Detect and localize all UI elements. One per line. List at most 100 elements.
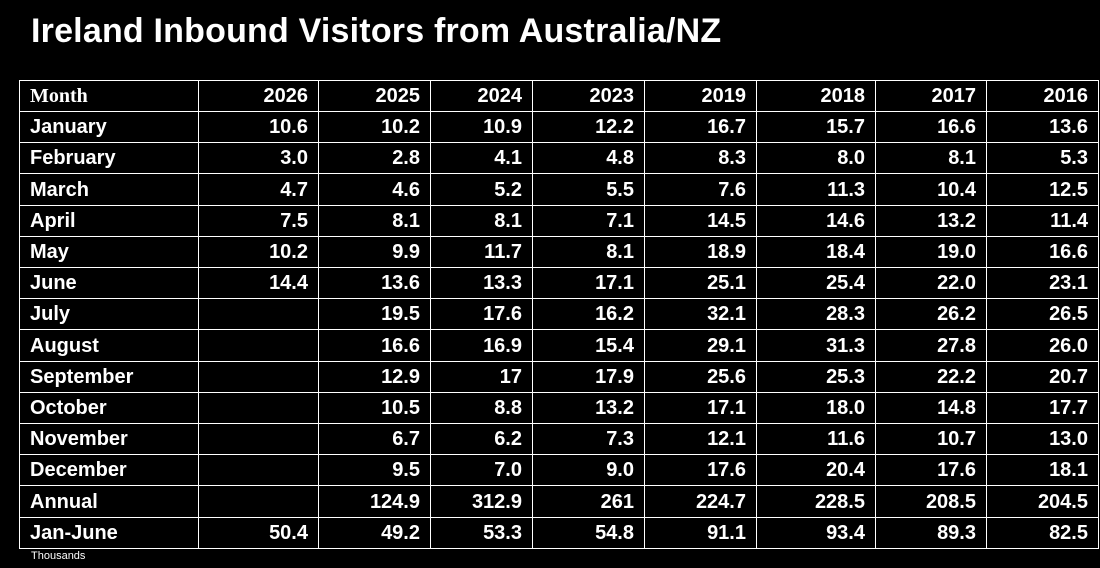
table-cell: 93.4 xyxy=(756,516,876,550)
table-cell: 7.3 xyxy=(532,423,645,456)
table-cell: 11.6 xyxy=(756,423,876,456)
table-cell: 29.1 xyxy=(644,329,757,362)
column-header-2023: 2023 xyxy=(532,80,645,112)
table-row: April 7.5 8.1 8.1 7.1 14.5 14.6 13.2 11.4 xyxy=(19,204,1099,237)
table-cell: 16.2 xyxy=(532,298,645,331)
row-label: October xyxy=(19,391,199,425)
table-cell: 17 xyxy=(430,360,533,393)
table-cell: 17.6 xyxy=(644,454,757,487)
table-cell: 25.6 xyxy=(644,360,757,393)
table-row: September 12.9 17 17.9 25.6 25.3 22.2 20.7 xyxy=(19,360,1099,393)
table-cell: 82.5 xyxy=(986,516,1099,550)
table-cell: 16.6 xyxy=(986,235,1099,269)
table-cell: 17.9 xyxy=(532,360,645,393)
column-header-2024: 2024 xyxy=(430,80,533,112)
table-cell xyxy=(198,360,319,393)
table-cell: 11.7 xyxy=(430,235,533,269)
table-cell xyxy=(198,485,319,518)
table-row: January 10.6 10.2 10.9 12.2 16.7 15.7 16.6 13.6 xyxy=(19,110,1099,144)
table-cell: 13.2 xyxy=(532,391,645,425)
table-cell: 27.8 xyxy=(875,329,987,362)
table-cell: 8.8 xyxy=(430,391,533,425)
column-header-2018: 2018 xyxy=(756,80,876,112)
column-header-2025: 2025 xyxy=(318,80,431,112)
table-cell: 2.8 xyxy=(318,142,431,175)
table-cell: 5.2 xyxy=(430,173,533,206)
table-cell: 16.9 xyxy=(430,329,533,362)
table-cell: 26.5 xyxy=(986,298,1099,331)
column-header-2026: 2026 xyxy=(198,80,319,112)
table-row: May 10.2 9.9 11.7 8.1 18.9 18.4 19.0 16.6 xyxy=(19,235,1099,269)
row-label: February xyxy=(19,142,199,175)
table-cell: 22.2 xyxy=(875,360,987,393)
table-cell: 16.7 xyxy=(644,110,757,144)
table-cell: 10.2 xyxy=(318,110,431,144)
table-cell: 4.6 xyxy=(318,173,431,206)
table-cell: 28.3 xyxy=(756,298,876,331)
visitors-table: Month 2026 2025 2024 2023 2019 2018 2017 2016 Ja… xyxy=(19,80,1099,550)
table-cell: 16.6 xyxy=(875,110,987,144)
table-cell: 49.2 xyxy=(318,516,431,550)
header-row: Month 2026 2025 2024 2023 2019 2018 2017 2016 xyxy=(19,80,1099,112)
table-cell: 312.9 xyxy=(430,485,533,518)
table-cell: 17.1 xyxy=(644,391,757,425)
table-cell: 23.1 xyxy=(986,267,1099,300)
table-cell: 13.3 xyxy=(430,267,533,300)
table-cell: 17.6 xyxy=(430,298,533,331)
table-cell xyxy=(198,454,319,487)
table-cell: 5.5 xyxy=(532,173,645,206)
column-header-month: Month xyxy=(19,80,199,112)
table-cell: 3.0 xyxy=(198,142,319,175)
table-row: October 10.5 8.8 13.2 17.1 18.0 14.8 17.7 xyxy=(19,391,1099,425)
table-row: Jan-June 50.4 49.2 53.3 54.8 91.1 93.4 89.3 82.5 xyxy=(19,516,1099,550)
column-header-2017: 2017 xyxy=(875,80,987,112)
table-cell: 4.7 xyxy=(198,173,319,206)
table-cell: 18.4 xyxy=(756,235,876,269)
table-cell: 25.1 xyxy=(644,267,757,300)
table-cell: 10.5 xyxy=(318,391,431,425)
table-cell: 4.1 xyxy=(430,142,533,175)
table-cell: 14.6 xyxy=(756,204,876,237)
table-cell: 12.9 xyxy=(318,360,431,393)
row-label: May xyxy=(19,235,199,269)
units-note: Thousands xyxy=(31,550,86,562)
table-cell: 124.9 xyxy=(318,485,431,518)
table-cell: 14.8 xyxy=(875,391,987,425)
table-cell: 11.4 xyxy=(986,204,1099,237)
table-cell: 20.4 xyxy=(756,454,876,487)
row-label: December xyxy=(19,454,199,487)
table-cell: 9.9 xyxy=(318,235,431,269)
table-cell: 14.5 xyxy=(644,204,757,237)
row-label: September xyxy=(19,360,199,393)
table-cell: 20.7 xyxy=(986,360,1099,393)
table-cell: 16.6 xyxy=(318,329,431,362)
table-cell xyxy=(198,391,319,425)
table-cell: 15.4 xyxy=(532,329,645,362)
table-cell: 14.4 xyxy=(198,267,319,300)
column-header-2016: 2016 xyxy=(986,80,1099,112)
table-row: June 14.4 13.6 13.3 17.1 25.1 25.4 22.0 23.1 xyxy=(19,267,1099,300)
table-row: February 3.0 2.8 4.1 4.8 8.3 8.0 8.1 5.3 xyxy=(19,142,1099,175)
table-cell xyxy=(198,298,319,331)
page-title: Ireland Inbound Visitors from Australia/… xyxy=(31,12,722,50)
row-label: November xyxy=(19,423,199,456)
row-label: August xyxy=(19,329,199,362)
table-cell: 12.2 xyxy=(532,110,645,144)
table-cell: 6.7 xyxy=(318,423,431,456)
table-cell: 91.1 xyxy=(644,516,757,550)
table-row: Annual 124.9 312.9 261 224.7 228.5 208.5 204.5 xyxy=(19,485,1099,518)
row-label: July xyxy=(19,298,199,331)
table-cell: 12.5 xyxy=(986,173,1099,206)
table-cell: 228.5 xyxy=(756,485,876,518)
table-row: August 16.6 16.9 15.4 29.1 31.3 27.8 26.0 xyxy=(19,329,1099,362)
table-row: November 6.7 6.2 7.3 12.1 11.6 10.7 13.0 xyxy=(19,423,1099,456)
table-cell: 224.7 xyxy=(644,485,757,518)
table-cell: 8.1 xyxy=(430,204,533,237)
table-cell: 31.3 xyxy=(756,329,876,362)
table-cell: 18.1 xyxy=(986,454,1099,487)
column-header-2019: 2019 xyxy=(644,80,757,112)
table-cell: 13.0 xyxy=(986,423,1099,456)
table-cell: 19.5 xyxy=(318,298,431,331)
table-cell: 13.6 xyxy=(986,110,1099,144)
table-cell: 18.0 xyxy=(756,391,876,425)
